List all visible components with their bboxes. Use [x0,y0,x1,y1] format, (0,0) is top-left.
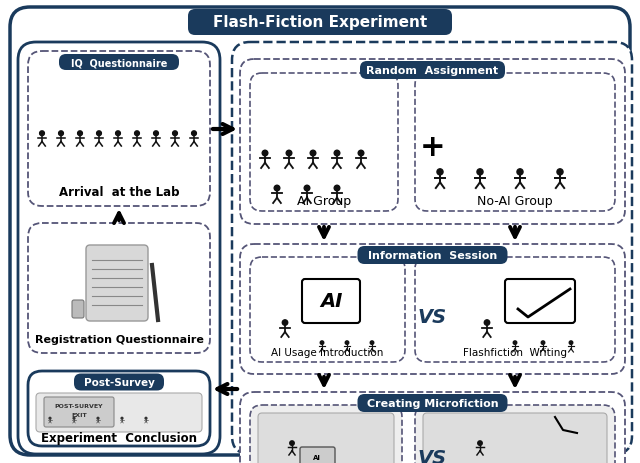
FancyBboxPatch shape [86,245,148,321]
Circle shape [517,169,523,175]
FancyBboxPatch shape [300,447,335,463]
Text: POST-SURVEY: POST-SURVEY [54,404,103,409]
Circle shape [569,341,573,344]
FancyBboxPatch shape [240,244,625,374]
FancyBboxPatch shape [423,413,607,463]
Circle shape [145,418,147,419]
Circle shape [304,186,310,191]
Text: AI Group: AI Group [297,195,351,208]
Circle shape [116,131,120,137]
Text: Random  Assignment: Random Assignment [367,66,499,76]
Circle shape [310,151,316,156]
FancyBboxPatch shape [358,246,508,264]
Text: AI Usage Introduction: AI Usage Introduction [271,347,384,357]
Circle shape [320,341,324,344]
Text: Experiment  Conclusion: Experiment Conclusion [41,432,197,444]
FancyBboxPatch shape [28,52,210,206]
Text: AI: AI [320,292,342,311]
FancyBboxPatch shape [36,393,202,432]
FancyBboxPatch shape [415,74,615,212]
FancyBboxPatch shape [505,279,575,323]
FancyBboxPatch shape [18,43,220,454]
Circle shape [134,131,140,137]
FancyBboxPatch shape [250,74,398,212]
Text: AI: AI [313,454,321,460]
FancyBboxPatch shape [72,300,84,319]
Circle shape [557,169,563,175]
FancyBboxPatch shape [240,60,625,225]
Circle shape [282,320,288,325]
Circle shape [40,131,44,137]
Text: VS: VS [418,448,447,463]
FancyBboxPatch shape [28,371,210,446]
Text: VS: VS [418,308,447,327]
FancyBboxPatch shape [59,55,179,71]
FancyBboxPatch shape [188,10,452,36]
Circle shape [345,341,349,344]
FancyBboxPatch shape [360,62,505,80]
Circle shape [73,418,75,419]
Circle shape [173,131,177,137]
Text: IQ  Questionnaire: IQ Questionnaire [71,58,167,68]
Circle shape [358,151,364,156]
Text: Creating Microfiction: Creating Microfiction [367,398,499,408]
Circle shape [477,441,483,445]
FancyBboxPatch shape [74,374,164,391]
Circle shape [334,151,340,156]
Circle shape [77,131,83,137]
FancyBboxPatch shape [302,279,360,323]
Circle shape [97,131,101,137]
Circle shape [484,320,490,325]
FancyBboxPatch shape [28,224,210,353]
Circle shape [274,186,280,191]
Circle shape [334,186,340,191]
Circle shape [541,341,545,344]
Circle shape [154,131,159,137]
Text: Registration Questionnaire: Registration Questionnaire [35,334,204,344]
Circle shape [59,131,63,137]
Text: No-AI Group: No-AI Group [477,195,553,208]
Circle shape [477,169,483,175]
Text: Information  Session: Information Session [368,250,497,260]
FancyBboxPatch shape [240,392,625,463]
Circle shape [121,418,123,419]
FancyBboxPatch shape [358,394,508,412]
FancyBboxPatch shape [250,405,402,463]
Circle shape [262,151,268,156]
Circle shape [370,341,374,344]
FancyBboxPatch shape [250,257,405,362]
FancyBboxPatch shape [415,405,615,463]
Circle shape [290,441,294,445]
FancyBboxPatch shape [10,8,630,455]
Circle shape [437,169,443,175]
FancyBboxPatch shape [415,257,615,362]
FancyBboxPatch shape [44,397,114,427]
Circle shape [513,341,516,344]
Circle shape [191,131,196,137]
Text: Arrival  at the Lab: Arrival at the Lab [59,186,179,199]
Text: Flashfiction  Writing: Flashfiction Writing [463,347,567,357]
Circle shape [286,151,292,156]
FancyBboxPatch shape [258,413,394,463]
Circle shape [49,418,51,419]
Text: Flash-Fiction Experiment: Flash-Fiction Experiment [213,15,427,31]
Text: +: + [420,133,445,162]
Text: Post-Survey: Post-Survey [84,377,154,387]
Text: EXIT: EXIT [71,413,87,418]
FancyBboxPatch shape [232,43,632,454]
Circle shape [97,418,99,419]
